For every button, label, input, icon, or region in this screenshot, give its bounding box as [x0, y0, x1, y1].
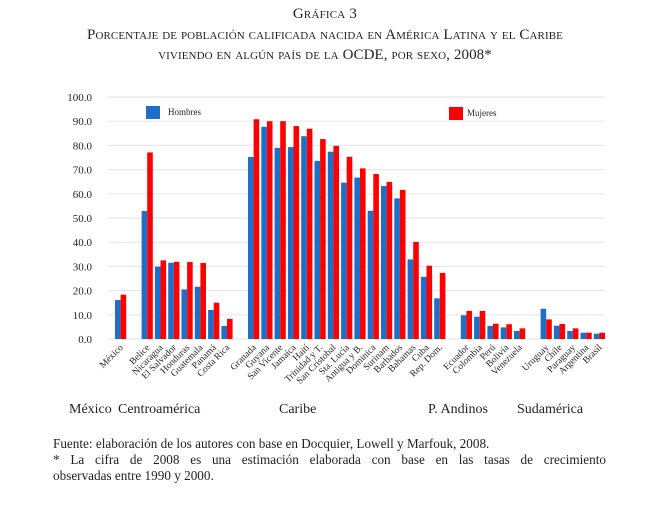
bar-mujeres — [599, 332, 605, 339]
y-tick-label: 100.0 — [67, 92, 92, 104]
bar-hombres — [141, 210, 148, 339]
region-label-mexico: México — [69, 402, 112, 417]
bar-mujeres — [280, 121, 286, 339]
bar-mujeres — [426, 265, 433, 339]
legend-label-hombres: Hombres — [168, 107, 201, 117]
bar-hombres — [580, 332, 587, 339]
bar-mujeres — [386, 181, 393, 339]
y-tick-label: 30.0 — [73, 261, 93, 273]
bar-mujeres — [253, 119, 260, 339]
bar-mujeres — [120, 294, 127, 339]
bars — [115, 119, 605, 340]
bar-mujeres — [519, 328, 526, 339]
bar-hombres — [208, 309, 214, 339]
bar-mujeres — [586, 332, 592, 339]
y-tick-label: 70.0 — [73, 165, 93, 177]
bar-hombres — [287, 147, 294, 339]
bar-hombres — [420, 276, 427, 339]
bar-hombres — [460, 315, 467, 339]
y-tick-label: 90.0 — [73, 116, 93, 128]
y-axis-ticks: 0.0 10.0 20.0 30.0 40.0 50.0 60.0 70.0 80.0 90.0 1… — [67, 92, 92, 346]
region-label-centroamerica: Centroamérica — [118, 402, 201, 417]
bar-hombres — [154, 266, 161, 339]
bar-hombres — [474, 316, 480, 339]
y-tick-label: 40.0 — [73, 237, 93, 249]
x-tick-label: México — [98, 343, 126, 371]
bar-mujeres — [147, 152, 153, 339]
bar-mujeres — [187, 262, 193, 339]
bar-mujeres — [546, 319, 552, 339]
bar-chart: 0.0 10.0 20.0 30.0 40.0 50.0 60.0 70.0 80.0 90.0 1… — [67, 92, 605, 387]
bar-hombres — [221, 325, 227, 339]
bar-hombres — [394, 198, 400, 339]
legend: Hombres Mujeres — [146, 106, 497, 120]
bar-hombres — [407, 259, 414, 339]
bar-hombres — [381, 186, 387, 339]
y-tick-label: 0.0 — [78, 334, 92, 346]
bar-mujeres — [373, 173, 379, 339]
legend-swatch-hombres — [146, 106, 160, 119]
region-label-sudamerica: Sudamérica — [517, 402, 584, 417]
bar-mujeres — [572, 328, 579, 339]
bar-hombres — [314, 160, 321, 339]
bar-hombres — [540, 308, 547, 339]
bar-hombres — [274, 147, 281, 339]
bar-mujeres — [160, 260, 167, 339]
bar-hombres — [354, 177, 360, 339]
region-label-andinos: P. Andinos — [428, 402, 488, 417]
bar-mujeres — [439, 272, 446, 339]
footnote-line2: observadas entre 1990 y 2000. — [53, 468, 214, 483]
bar-hombres — [261, 126, 267, 340]
bar-mujeres — [266, 121, 273, 339]
legend-swatch-mujeres — [449, 107, 463, 120]
bar-mujeres — [479, 310, 486, 339]
bar-hombres — [168, 262, 174, 339]
bar-hombres — [514, 331, 520, 339]
y-tick-label: 50.0 — [73, 213, 93, 225]
y-tick-label: 80.0 — [73, 140, 93, 152]
bar-mujeres — [506, 324, 512, 339]
bar-mujeres — [306, 128, 313, 339]
bar-mujeres — [466, 310, 472, 339]
bar-mujeres — [213, 302, 220, 339]
bar-hombres — [487, 325, 493, 339]
bar-mujeres — [413, 241, 419, 339]
bar-hombres — [181, 289, 188, 339]
bar-hombres — [434, 298, 440, 339]
bar-hombres — [500, 327, 507, 339]
bar-mujeres — [333, 145, 339, 339]
bar-hombres — [593, 333, 600, 339]
footnote-line1: * La cifra de 2008 es una estimación ela… — [53, 452, 606, 467]
bar-hombres — [367, 210, 374, 339]
bar-mujeres — [320, 139, 326, 339]
region-label-caribe: Caribe — [279, 402, 317, 417]
bar-hombres — [327, 151, 334, 339]
bar-hombres — [567, 331, 573, 339]
bar-hombres — [341, 182, 347, 339]
bar-hombres — [115, 300, 121, 339]
bar-hombres — [301, 136, 307, 339]
chart-title-line2: viviendo en algún país de la OCDE, por s… — [158, 47, 492, 63]
bar-hombres — [248, 157, 254, 339]
bar-mujeres — [173, 261, 180, 339]
bar-mujeres — [200, 263, 206, 339]
bar-mujeres — [293, 126, 300, 339]
chart-title-line1: Porcentaje de población calificada nacid… — [87, 27, 563, 43]
bar-hombres — [194, 286, 201, 339]
legend-label-mujeres: Mujeres — [467, 108, 497, 118]
bar-mujeres — [227, 318, 233, 339]
bar-mujeres — [493, 323, 499, 339]
bar-mujeres — [399, 189, 406, 339]
bar-mujeres — [360, 168, 366, 339]
bar-mujeres — [346, 156, 353, 339]
bar-mujeres — [559, 323, 566, 339]
chart-label: Gráfica 3 — [292, 6, 358, 22]
y-tick-label: 20.0 — [73, 286, 93, 298]
y-tick-label: 60.0 — [73, 189, 93, 201]
bar-hombres — [553, 325, 560, 339]
y-tick-label: 10.0 — [73, 310, 93, 322]
source-note: Fuente: elaboración de los autores con b… — [53, 436, 490, 451]
